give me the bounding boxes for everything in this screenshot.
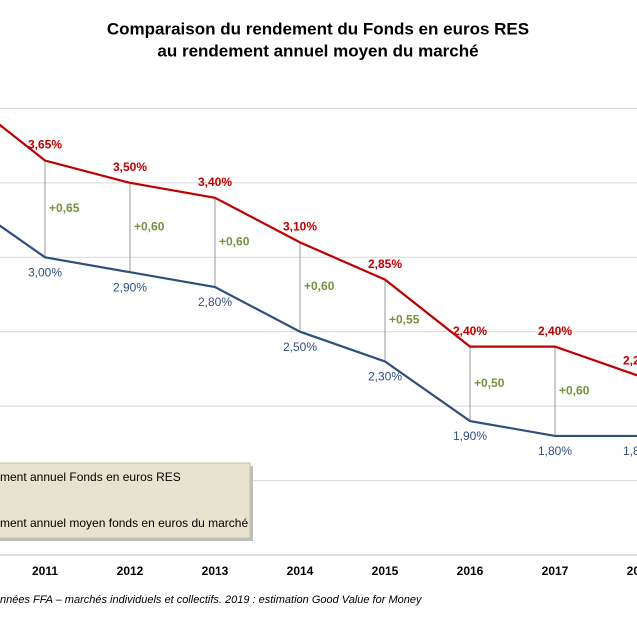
x-tick-label: 2016 — [457, 564, 484, 578]
value-label: 2,80% — [198, 295, 232, 309]
value-label: 3,50% — [113, 160, 147, 174]
value-label: 3,10% — [283, 220, 317, 234]
legend-label: ment annuel Fonds en euros RES — [0, 470, 181, 484]
spread-label: +0,55 — [389, 313, 420, 327]
legend-label: ment annuel moyen fonds en euros du marc… — [0, 516, 248, 530]
footnote: nnées FFA – marchés individuels et colle… — [0, 594, 423, 606]
spread-label: +0,60 — [304, 279, 335, 293]
value-label: 2,50% — [283, 340, 317, 354]
chart-title: au rendement annuel moyen du marché — [157, 41, 478, 60]
spread-label: +0,60 — [134, 220, 165, 234]
value-label: 3,65% — [28, 138, 62, 152]
value-label: 2,20% — [623, 354, 637, 368]
value-label: 3,40% — [198, 175, 232, 189]
spread-label: +0,65 — [49, 201, 80, 215]
chart-title: Comparaison du rendement du Fonds en eur… — [107, 19, 529, 38]
legend-box — [0, 462, 251, 539]
spread-label: +0,60 — [219, 235, 250, 249]
value-label: 2,40% — [453, 324, 487, 338]
value-label: 1,80% — [538, 444, 572, 458]
x-tick-label: 2017 — [542, 564, 569, 578]
value-label: 1,80% — [623, 444, 637, 458]
x-tick-label: 2013 — [202, 564, 229, 578]
value-label: 3,00% — [28, 265, 62, 279]
spread-label: +0,50 — [474, 376, 505, 390]
value-label: 1,90% — [453, 429, 487, 443]
x-tick-label: 2012 — [117, 564, 144, 578]
x-tick-label: 2014 — [287, 564, 314, 578]
x-tick-label: 2018 — [627, 564, 637, 578]
value-label: 2,30% — [368, 370, 402, 384]
value-label: 2,40% — [538, 324, 572, 338]
x-tick-label: 2011 — [32, 564, 58, 578]
value-label: 2,90% — [113, 280, 147, 294]
spread-label: +0,60 — [559, 383, 590, 397]
series-line — [0, 224, 637, 438]
x-tick-label: 2015 — [372, 564, 399, 578]
value-label: 2,85% — [368, 257, 402, 271]
series-line — [0, 123, 637, 377]
